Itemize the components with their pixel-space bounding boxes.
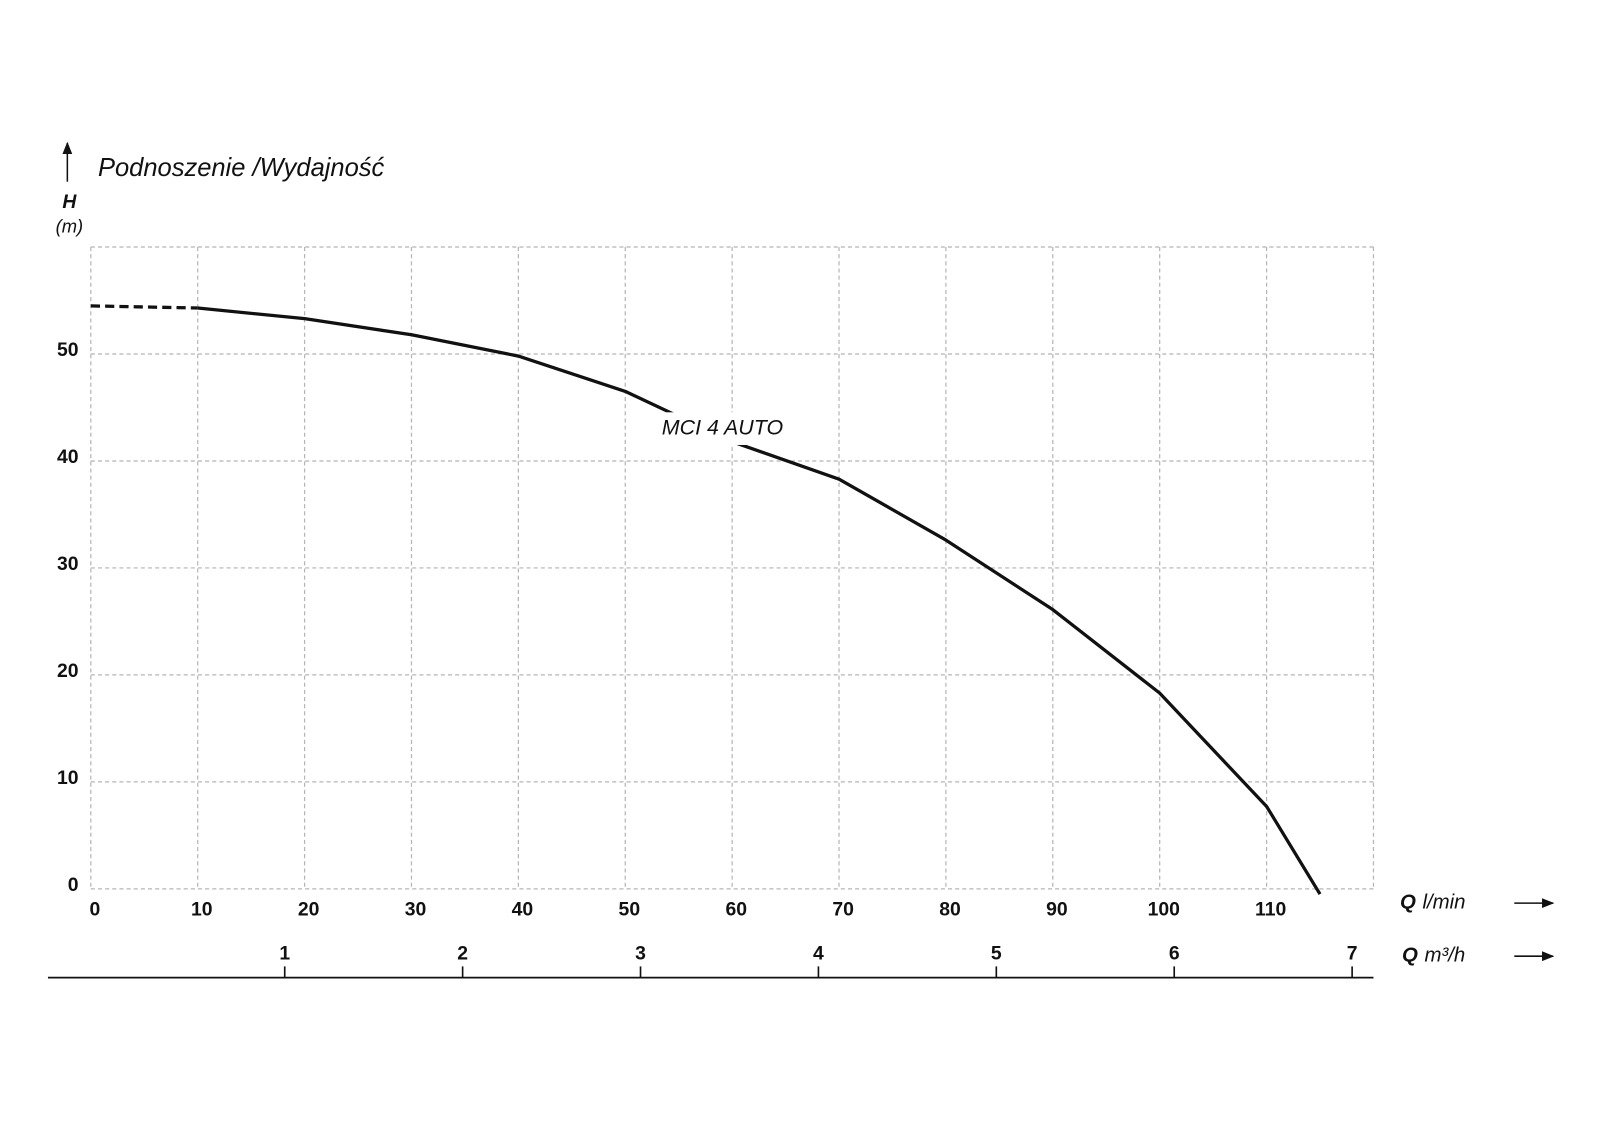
x2-tick-label: 2 [457,942,468,964]
x2-axis-unit: m³/h [1424,945,1465,967]
x2-tick-label: 6 [1169,942,1180,964]
y-tick-label: 40 [57,446,79,468]
curve [197,306,1322,896]
x-axis-label: Q [1400,892,1416,914]
y-tick-label: 10 [57,767,79,789]
x2-tick-label: 5 [991,942,1002,964]
x-tick-label: 40 [512,898,534,920]
x2-tick-label: 1 [279,942,290,964]
x-tick-label: 80 [939,898,961,920]
curve-label-bg [658,412,787,445]
x-tick-label: 20 [298,898,320,920]
y-tick-label: 30 [57,553,79,575]
y-axis-label: H [62,191,77,213]
x-axis-unit: l/min [1422,892,1465,914]
x2-tick-label: 7 [1347,942,1358,964]
x2-axis-label: Q [1402,945,1418,967]
curve-dashed [90,304,198,310]
x-tick-label: 100 [1148,898,1180,920]
x-tick-label: 90 [1046,898,1068,920]
x2-tick-label: 4 [813,942,824,964]
x-tick-label: 0 [90,898,101,920]
y-tick-label: 50 [57,339,79,361]
y-tick-label: 20 [57,660,79,682]
x-tick-label: 50 [619,898,641,920]
x2-tick-label: 3 [635,942,646,964]
x-tick-label: 30 [405,898,427,920]
x-tick-label: 110 [1255,898,1286,920]
y-axis-unit: (m) [56,215,84,236]
x-tick-label: 70 [832,898,854,920]
curve-label: MCI 4 AUTO [662,415,784,439]
x-tick-label: 60 [725,898,747,920]
y-tick-label: 0 [68,874,79,896]
chart-title: Podnoszenie /Wydajność [98,154,385,182]
x-tick-label: 10 [191,898,213,920]
